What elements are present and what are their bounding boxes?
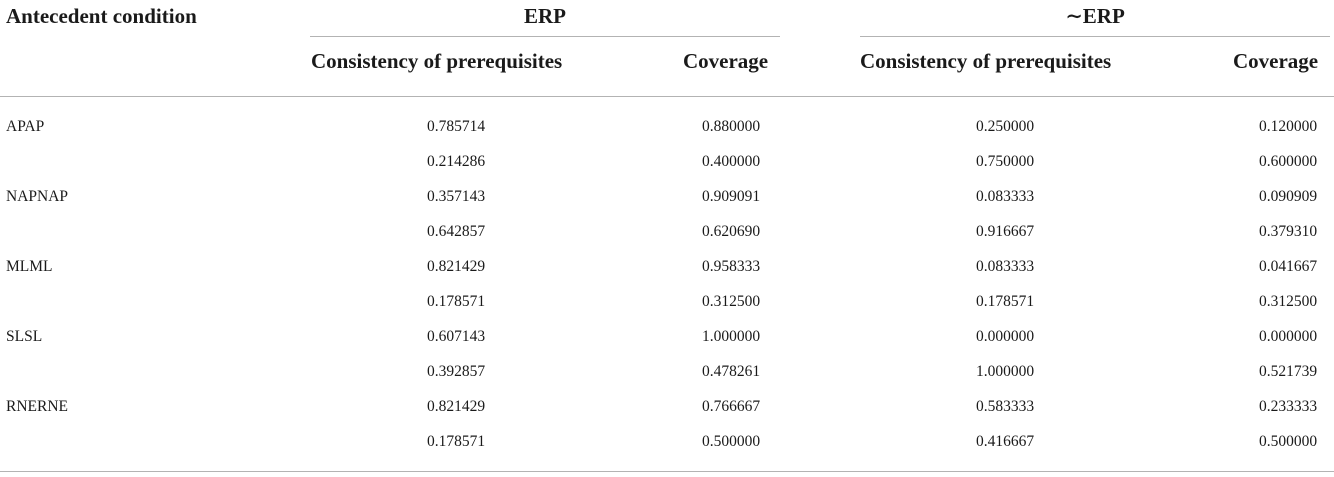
erp-coverage-header: Coverage [683, 49, 769, 73]
erp-group-underline [310, 36, 780, 37]
antecedent-header: Antecedent condition [6, 4, 197, 28]
erp-consistency-cell: 0.178571 [426, 293, 486, 310]
not-erp-coverage-header: Coverage [1233, 49, 1319, 73]
erp-consistency-cell: 0.642857 [426, 223, 486, 240]
row-label: APAP [6, 118, 45, 135]
erp-coverage-cell: 0.400000 [701, 153, 761, 170]
not-erp-coverage-cell: 0.041667 [1258, 258, 1318, 275]
erp-consistency-cell: 0.214286 [426, 153, 486, 170]
erp-consistency-cell: 0.821429 [426, 258, 486, 275]
erp-coverage-cell: 1.000000 [701, 328, 761, 345]
not-erp-coverage-cell: 0.600000 [1258, 153, 1318, 170]
erp-coverage-cell: 0.620690 [701, 223, 761, 240]
erp-consistency-header: Consistency of prerequisites [311, 49, 563, 73]
not-erp-consistency-cell: 0.416667 [975, 433, 1035, 450]
not-erp-group-underline [860, 36, 1330, 37]
erp-consistency-cell: 0.785714 [426, 118, 486, 135]
not-erp-consistency-cell: 0.583333 [975, 398, 1035, 415]
row-label: NAPNAP [6, 188, 69, 205]
not-erp-coverage-cell: 0.312500 [1258, 293, 1318, 310]
erp-coverage-cell: 0.478261 [701, 363, 761, 380]
not-erp-consistency-cell: 1.000000 [975, 363, 1035, 380]
row-label: SLSL [6, 328, 43, 345]
not-erp-coverage-cell: 0.120000 [1258, 118, 1318, 135]
erp-coverage-cell: 0.500000 [701, 433, 761, 450]
not-erp-consistency-cell: 0.750000 [975, 153, 1035, 170]
erp-consistency-cell: 0.607143 [426, 328, 486, 345]
not-erp-coverage-cell: 0.233333 [1258, 398, 1318, 415]
erp-coverage-cell: 0.766667 [701, 398, 761, 415]
not-erp-consistency-cell: 0.916667 [975, 223, 1035, 240]
erp-coverage-cell: 0.880000 [701, 118, 761, 135]
erp-coverage-cell: 0.909091 [701, 188, 761, 205]
row-label: RNERNE [6, 398, 68, 415]
not-erp-consistency-cell: 0.250000 [975, 118, 1035, 135]
not-erp-consistency-cell: 0.083333 [975, 188, 1035, 205]
not-erp-coverage-cell: 0.521739 [1258, 363, 1318, 380]
not-erp-consistency-cell: 0.000000 [975, 328, 1035, 345]
erp-group-header: ERP [524, 4, 566, 28]
not-erp-coverage-cell: 0.500000 [1258, 433, 1318, 450]
row-label: MLML [6, 258, 53, 275]
not-erp-consistency-cell: 0.083333 [975, 258, 1035, 275]
header-bottom-rule [0, 96, 1334, 97]
erp-consistency-cell: 0.821429 [426, 398, 486, 415]
table-bottom-rule [0, 471, 1334, 472]
erp-consistency-cell: 0.178571 [426, 433, 486, 450]
erp-consistency-cell: 0.392857 [426, 363, 486, 380]
erp-coverage-cell: 0.312500 [701, 293, 761, 310]
not-erp-coverage-cell: 0.000000 [1258, 328, 1318, 345]
not-erp-coverage-cell: 0.379310 [1258, 223, 1318, 240]
not-erp-consistency-header: Consistency of prerequisites [860, 49, 1112, 73]
not-erp-consistency-cell: 0.178571 [975, 293, 1035, 310]
erp-consistency-cell: 0.357143 [426, 188, 486, 205]
erp-coverage-cell: 0.958333 [701, 258, 761, 275]
not-erp-coverage-cell: 0.090909 [1258, 188, 1318, 205]
not-erp-group-header: ∼ERP [1065, 4, 1125, 28]
